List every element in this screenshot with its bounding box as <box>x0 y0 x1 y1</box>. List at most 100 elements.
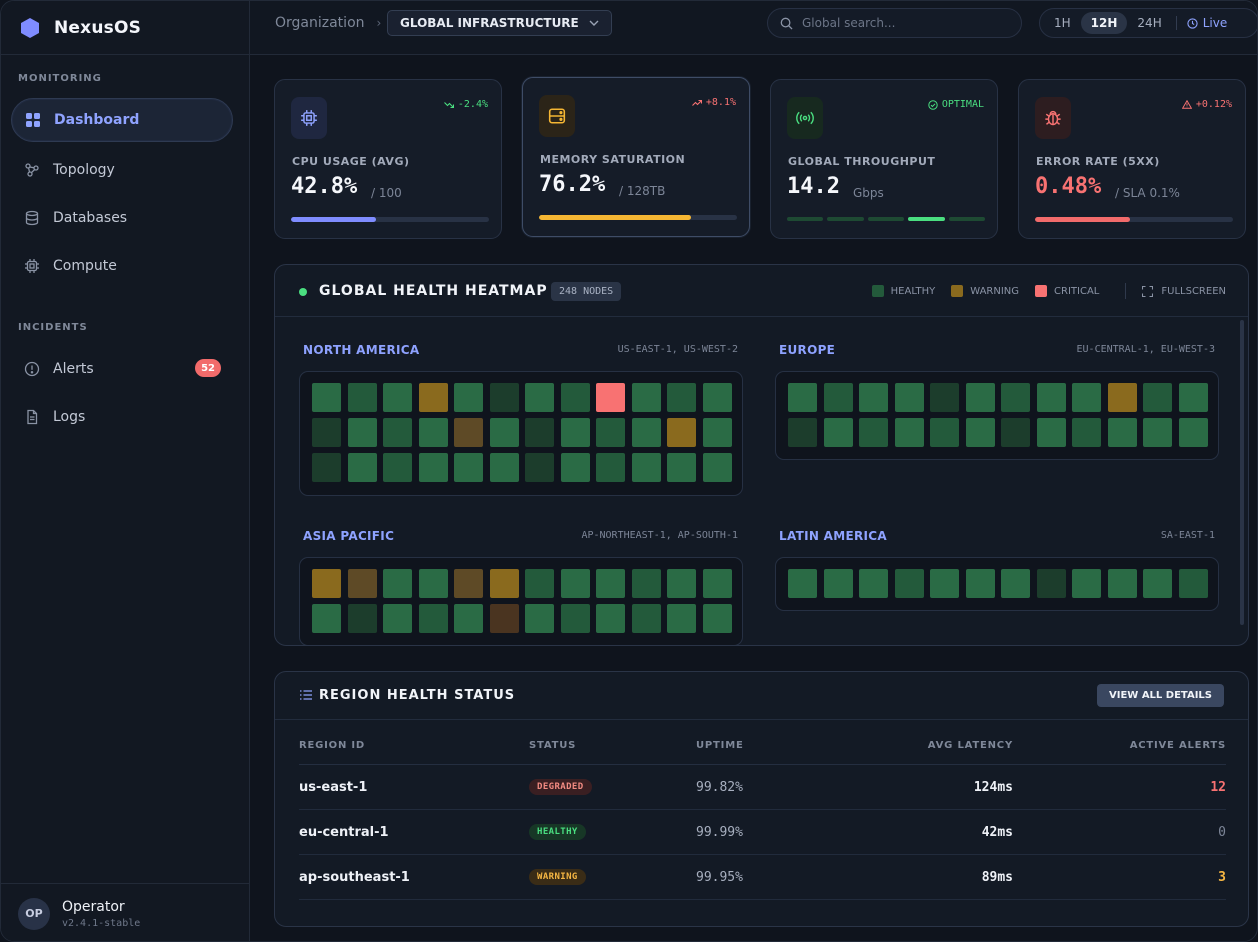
heatmap-node-cell[interactable] <box>489 383 519 412</box>
heatmap-node-cell[interactable] <box>702 418 732 447</box>
heatmap-node-cell[interactable] <box>965 418 995 447</box>
heatmap-node-cell[interactable] <box>383 383 412 412</box>
stat-card-throughput[interactable]: OPTIMAL GLOBAL THROUGHPUT 14.2 Gbps <box>770 79 998 239</box>
user-profile[interactable]: OP Operator v2.4.1-stable <box>1 883 250 941</box>
heatmap-node-cell[interactable] <box>1036 383 1066 412</box>
live-toggle[interactable]: Live <box>1183 16 1227 30</box>
heatmap-node-cell[interactable] <box>930 383 959 412</box>
heatmap-node-cell[interactable] <box>596 418 625 447</box>
heatmap-node-cell[interactable] <box>859 383 888 412</box>
heatmap-node-cell[interactable] <box>418 569 448 598</box>
heatmap-node-cell[interactable] <box>788 383 817 412</box>
stat-card-error-rate[interactable]: +0.12% ERROR RATE (5XX) 0.48% / SLA 0.1% <box>1018 79 1246 239</box>
heatmap-node-cell[interactable] <box>525 604 554 633</box>
heatmap-node-cell[interactable] <box>312 453 341 482</box>
heatmap-node-cell[interactable] <box>1072 569 1101 598</box>
heatmap-node-cell[interactable] <box>1036 418 1066 447</box>
heatmap-node-cell[interactable] <box>560 418 590 447</box>
breadcrumb-organization[interactable]: Organization <box>275 15 365 31</box>
heatmap-node-cell[interactable] <box>418 418 448 447</box>
heatmap-node-cell[interactable] <box>489 569 519 598</box>
global-search[interactable] <box>767 8 1022 38</box>
sidebar-item-alerts[interactable]: Alerts 52 <box>11 347 233 391</box>
heatmap-node-cell[interactable] <box>525 418 554 447</box>
heatmap-node-cell[interactable] <box>930 569 959 598</box>
column-header-active-alerts[interactable]: ACTIVE ALERTS <box>1129 740 1226 751</box>
heatmap-node-cell[interactable] <box>560 453 590 482</box>
column-header-avg-latency[interactable]: AVG LATENCY <box>927 740 1013 751</box>
heatmap-node-cell[interactable] <box>1107 569 1137 598</box>
heatmap-node-cell[interactable] <box>560 569 590 598</box>
heatmap-node-cell[interactable] <box>702 569 732 598</box>
range-1h[interactable]: 1H <box>1054 16 1071 30</box>
heatmap-node-cell[interactable] <box>596 383 625 412</box>
heatmap-node-cell[interactable] <box>383 604 412 633</box>
heatmap-node-cell[interactable] <box>1001 383 1030 412</box>
heatmap-node-cell[interactable] <box>454 383 483 412</box>
heatmap-node-cell[interactable] <box>667 569 696 598</box>
heatmap-node-cell[interactable] <box>489 604 519 633</box>
heatmap-node-cell[interactable] <box>631 418 661 447</box>
heatmap-node-cell[interactable] <box>859 569 888 598</box>
heatmap-node-cell[interactable] <box>1143 383 1172 412</box>
heatmap-node-cell[interactable] <box>859 418 888 447</box>
heatmap-node-cell[interactable] <box>1178 418 1208 447</box>
heatmap-node-cell[interactable] <box>347 569 377 598</box>
heatmap-node-cell[interactable] <box>1178 569 1208 598</box>
heatmap-node-cell[interactable] <box>788 418 817 447</box>
heatmap-node-cell[interactable] <box>418 453 448 482</box>
heatmap-node-cell[interactable] <box>312 604 341 633</box>
heatmap-node-cell[interactable] <box>667 383 696 412</box>
heatmap-node-cell[interactable] <box>596 569 625 598</box>
range-24h[interactable]: 24H <box>1137 16 1162 30</box>
heatmap-node-cell[interactable] <box>312 569 341 598</box>
heatmap-node-cell[interactable] <box>667 453 696 482</box>
table-row[interactable]: us-east-1 DEGRADED 99.82% 124ms 12 <box>299 765 1226 810</box>
range-12h[interactable]: 12H <box>1080 12 1128 34</box>
heatmap-node-cell[interactable] <box>454 569 483 598</box>
stat-card-memory[interactable]: +8.1% MEMORY SATURATION 76.2% / 128TB <box>522 77 750 237</box>
heatmap-node-cell[interactable] <box>347 383 377 412</box>
stat-card-cpu[interactable]: -2.4% CPU USAGE (AVG) 42.8% / 100 <box>274 79 502 239</box>
heatmap-node-cell[interactable] <box>702 453 732 482</box>
column-header-uptime[interactable]: UPTIME <box>696 740 744 751</box>
brand[interactable]: NexusOS <box>1 1 249 55</box>
sidebar-item-compute[interactable]: Compute <box>11 244 233 288</box>
column-header-status[interactable]: STATUS <box>529 740 577 751</box>
heatmap-node-cell[interactable] <box>383 569 412 598</box>
sidebar-item-logs[interactable]: Logs <box>11 395 233 439</box>
heatmap-node-cell[interactable] <box>1107 383 1137 412</box>
table-row[interactable]: eu-central-1 HEALTHY 99.99% 42ms 0 <box>299 810 1226 855</box>
column-header-region-id[interactable]: REGION ID <box>299 740 366 751</box>
heatmap-node-cell[interactable] <box>1072 418 1101 447</box>
heatmap-node-cell[interactable] <box>1072 383 1101 412</box>
heatmap-node-cell[interactable] <box>965 383 995 412</box>
table-row[interactable]: ap-southeast-1 WARNING 99.95% 89ms 3 <box>299 855 1226 900</box>
heatmap-node-cell[interactable] <box>823 383 853 412</box>
heatmap-node-cell[interactable] <box>525 453 554 482</box>
heatmap-node-cell[interactable] <box>823 569 853 598</box>
heatmap-scrollbar[interactable] <box>1240 320 1244 625</box>
heatmap-node-cell[interactable] <box>347 604 377 633</box>
heatmap-node-cell[interactable] <box>1178 383 1208 412</box>
heatmap-node-cell[interactable] <box>667 604 696 633</box>
view-all-details-button[interactable]: VIEW ALL DETAILS <box>1097 684 1224 707</box>
heatmap-node-cell[interactable] <box>383 453 412 482</box>
sidebar-item-dashboard[interactable]: Dashboard <box>11 98 233 142</box>
heatmap-node-cell[interactable] <box>1107 418 1137 447</box>
heatmap-node-cell[interactable] <box>1143 418 1172 447</box>
heatmap-node-cell[interactable] <box>788 569 817 598</box>
heatmap-node-cell[interactable] <box>631 383 661 412</box>
heatmap-node-cell[interactable] <box>702 604 732 633</box>
heatmap-node-cell[interactable] <box>312 418 341 447</box>
heatmap-node-cell[interactable] <box>347 418 377 447</box>
heatmap-node-cell[interactable] <box>560 604 590 633</box>
search-input[interactable] <box>802 16 1002 30</box>
heatmap-node-cell[interactable] <box>347 453 377 482</box>
heatmap-node-cell[interactable] <box>489 453 519 482</box>
heatmap-node-cell[interactable] <box>894 418 924 447</box>
heatmap-node-cell[interactable] <box>489 418 519 447</box>
sidebar-item-databases[interactable]: Databases <box>11 196 233 240</box>
heatmap-node-cell[interactable] <box>631 569 661 598</box>
heatmap-node-cell[interactable] <box>631 604 661 633</box>
